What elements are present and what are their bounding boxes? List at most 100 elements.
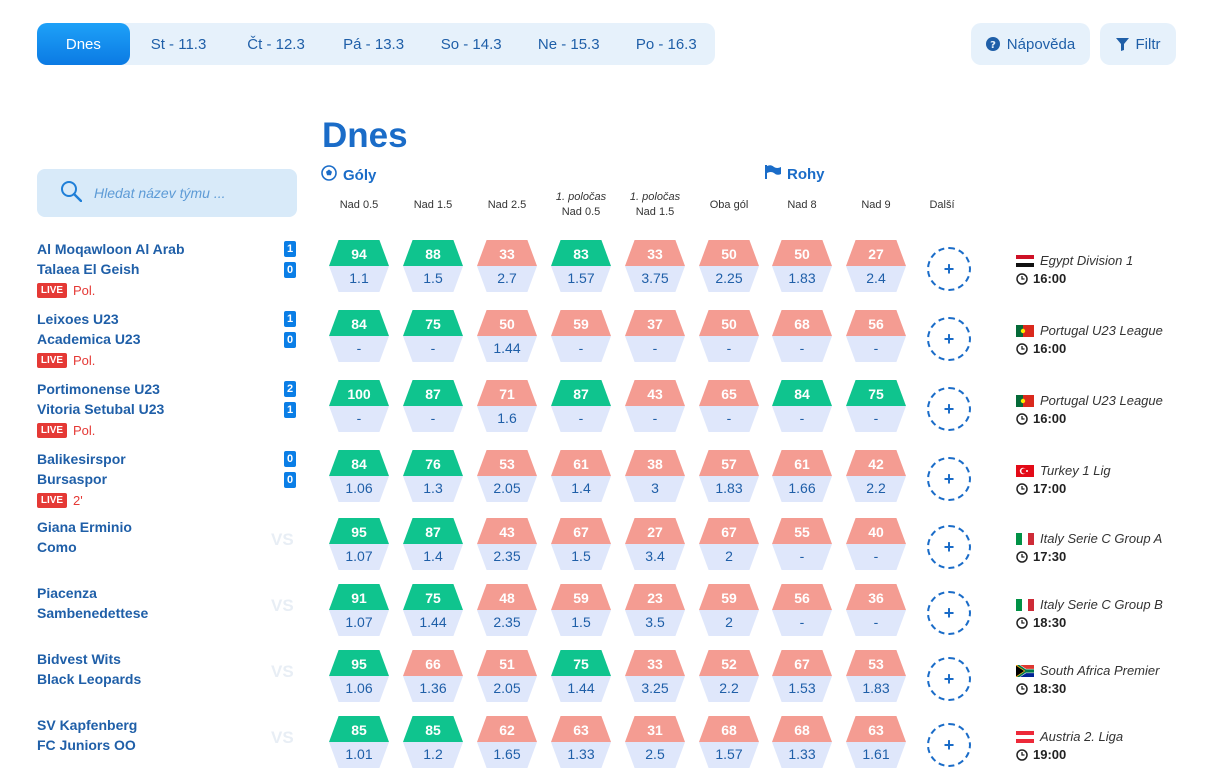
probability-cell[interactable]: 33 3.25 (625, 650, 685, 702)
probability-cell[interactable]: 55- (772, 518, 832, 570)
probability-cell[interactable]: 85 1.01 (329, 716, 389, 768)
more-markets-button[interactable]: + (927, 247, 971, 291)
probability-cell[interactable]: 59- (551, 310, 611, 362)
probability-cell[interactable]: 100- (329, 380, 389, 432)
more-markets-button[interactable]: + (927, 387, 971, 431)
probability-cell[interactable]: 43 2.35 (477, 518, 537, 570)
away-team[interactable]: Sambenedettese (37, 605, 149, 621)
probability-cell[interactable]: 56- (846, 310, 906, 362)
probability-cell[interactable]: 53 1.83 (846, 650, 906, 702)
league-name[interactable]: Egypt Division 1 (1040, 253, 1134, 268)
probability-cell[interactable]: 85 1.2 (403, 716, 463, 768)
league-name[interactable]: Austria 2. Liga (1040, 729, 1124, 744)
probability-cell[interactable]: 95 1.06 (329, 650, 389, 702)
home-team[interactable]: SV Kapfenberg (37, 717, 138, 733)
tab-today[interactable]: Dnes (37, 23, 130, 65)
probability-cell[interactable]: 67 1.53 (772, 650, 832, 702)
home-team[interactable]: Leixoes U23 (37, 311, 119, 327)
probability-cell[interactable]: 43- (625, 380, 685, 432)
home-team[interactable]: Portimonense U23 (37, 381, 160, 397)
probability-cell[interactable]: 27 2.4 (846, 240, 906, 292)
help-button[interactable]: ? Nápověda (971, 23, 1090, 65)
filter-button[interactable]: Filtr (1100, 23, 1176, 65)
probability-cell[interactable]: 75- (846, 380, 906, 432)
probability-cell[interactable]: 63 1.61 (846, 716, 906, 768)
probability-cell[interactable]: 40- (846, 518, 906, 570)
probability-cell[interactable]: 27 3.4 (625, 518, 685, 570)
probability-cell[interactable]: 68 1.33 (772, 716, 832, 768)
probability-cell[interactable]: 87- (551, 380, 611, 432)
league-name[interactable]: Italy Serie C Group A (1040, 531, 1163, 546)
away-team[interactable]: Academica U23 (37, 331, 141, 347)
probability-cell[interactable]: 56- (772, 584, 832, 636)
away-team[interactable]: Black Leopards (37, 671, 142, 687)
league-name[interactable]: Italy Serie C Group B (1040, 597, 1163, 612)
probability-cell[interactable]: 94 1.1 (329, 240, 389, 292)
probability-cell[interactable]: 57 1.83 (699, 450, 759, 502)
probability-cell[interactable]: 61 1.66 (772, 450, 832, 502)
tab-day[interactable]: Ne - 15.3 (537, 35, 600, 53)
probability-cell[interactable]: 59 2 (699, 584, 759, 636)
probability-cell[interactable]: 53 2.05 (477, 450, 537, 502)
search-input[interactable] (94, 185, 264, 201)
tab-day[interactable]: St - 11.3 (150, 35, 207, 53)
probability-cell[interactable]: 84- (772, 380, 832, 432)
home-team[interactable]: Giana Erminio (37, 519, 132, 535)
probability-cell[interactable]: 50 1.83 (772, 240, 832, 292)
probability-cell[interactable]: 63 1.33 (551, 716, 611, 768)
probability-cell[interactable]: 88 1.5 (403, 240, 463, 292)
probability-cell[interactable]: 52 2.2 (699, 650, 759, 702)
probability-cell[interactable]: 84 1.06 (329, 450, 389, 502)
more-markets-button[interactable]: + (927, 657, 971, 701)
more-markets-button[interactable]: + (927, 457, 971, 501)
probability-cell[interactable]: 95 1.07 (329, 518, 389, 570)
probability-cell[interactable]: 59 1.5 (551, 584, 611, 636)
more-markets-button[interactable]: + (927, 591, 971, 635)
probability-cell[interactable]: 76 1.3 (403, 450, 463, 502)
tab-day[interactable]: Pá - 13.3 (343, 35, 405, 53)
probability-cell[interactable]: 66 1.36 (403, 650, 463, 702)
probability-cell[interactable]: 50- (699, 310, 759, 362)
probability-cell[interactable]: 23 3.5 (625, 584, 685, 636)
probability-cell[interactable]: 68- (772, 310, 832, 362)
probability-cell[interactable]: 91 1.07 (329, 584, 389, 636)
probability-cell[interactable]: 65- (699, 380, 759, 432)
league-name[interactable]: South Africa Premier (1040, 663, 1160, 678)
probability-cell[interactable]: 51 2.05 (477, 650, 537, 702)
more-markets-button[interactable]: + (927, 525, 971, 569)
probability-cell[interactable]: 33 2.7 (477, 240, 537, 292)
team-search[interactable] (37, 169, 297, 217)
away-team[interactable]: Talaea El Geish (37, 261, 140, 277)
probability-cell[interactable]: 75 1.44 (403, 584, 463, 636)
tab-day[interactable]: Po - 16.3 (635, 35, 697, 53)
probability-cell[interactable]: 67 2 (699, 518, 759, 570)
probability-cell[interactable]: 42 2.2 (846, 450, 906, 502)
tab-day[interactable]: So - 14.3 (440, 35, 502, 53)
away-team[interactable]: Como (37, 539, 77, 555)
probability-cell[interactable]: 87 1.4 (403, 518, 463, 570)
probability-cell[interactable]: 37- (625, 310, 685, 362)
probability-cell[interactable]: 62 1.65 (477, 716, 537, 768)
home-team[interactable]: Balikesirspor (37, 451, 126, 467)
probability-cell[interactable]: 50 2.25 (699, 240, 759, 292)
probability-cell[interactable]: 50 1.44 (477, 310, 537, 362)
probability-cell[interactable]: 36- (846, 584, 906, 636)
away-team[interactable]: Vitoria Setubal U23 (37, 401, 165, 417)
probability-cell[interactable]: 61 1.4 (551, 450, 611, 502)
probability-cell[interactable]: 67 1.5 (551, 518, 611, 570)
probability-cell[interactable]: 33 3.75 (625, 240, 685, 292)
league-name[interactable]: Portugal U23 League (1040, 323, 1163, 338)
away-team[interactable]: FC Juniors OO (37, 737, 136, 753)
probability-cell[interactable]: 31 2.5 (625, 716, 685, 768)
probability-cell[interactable]: 75 1.44 (551, 650, 611, 702)
home-team[interactable]: Bidvest Wits (37, 651, 121, 667)
league-name[interactable]: Turkey 1 Lig (1040, 463, 1111, 478)
probability-cell[interactable]: 87- (403, 380, 463, 432)
probability-cell[interactable]: 71 1.6 (477, 380, 537, 432)
home-team[interactable]: Al Moqawloon Al Arab (37, 241, 185, 257)
more-markets-button[interactable]: + (927, 317, 971, 361)
probability-cell[interactable]: 38 3 (625, 450, 685, 502)
probability-cell[interactable]: 83 1.57 (551, 240, 611, 292)
probability-cell[interactable]: 48 2.35 (477, 584, 537, 636)
home-team[interactable]: Piacenza (37, 585, 97, 601)
